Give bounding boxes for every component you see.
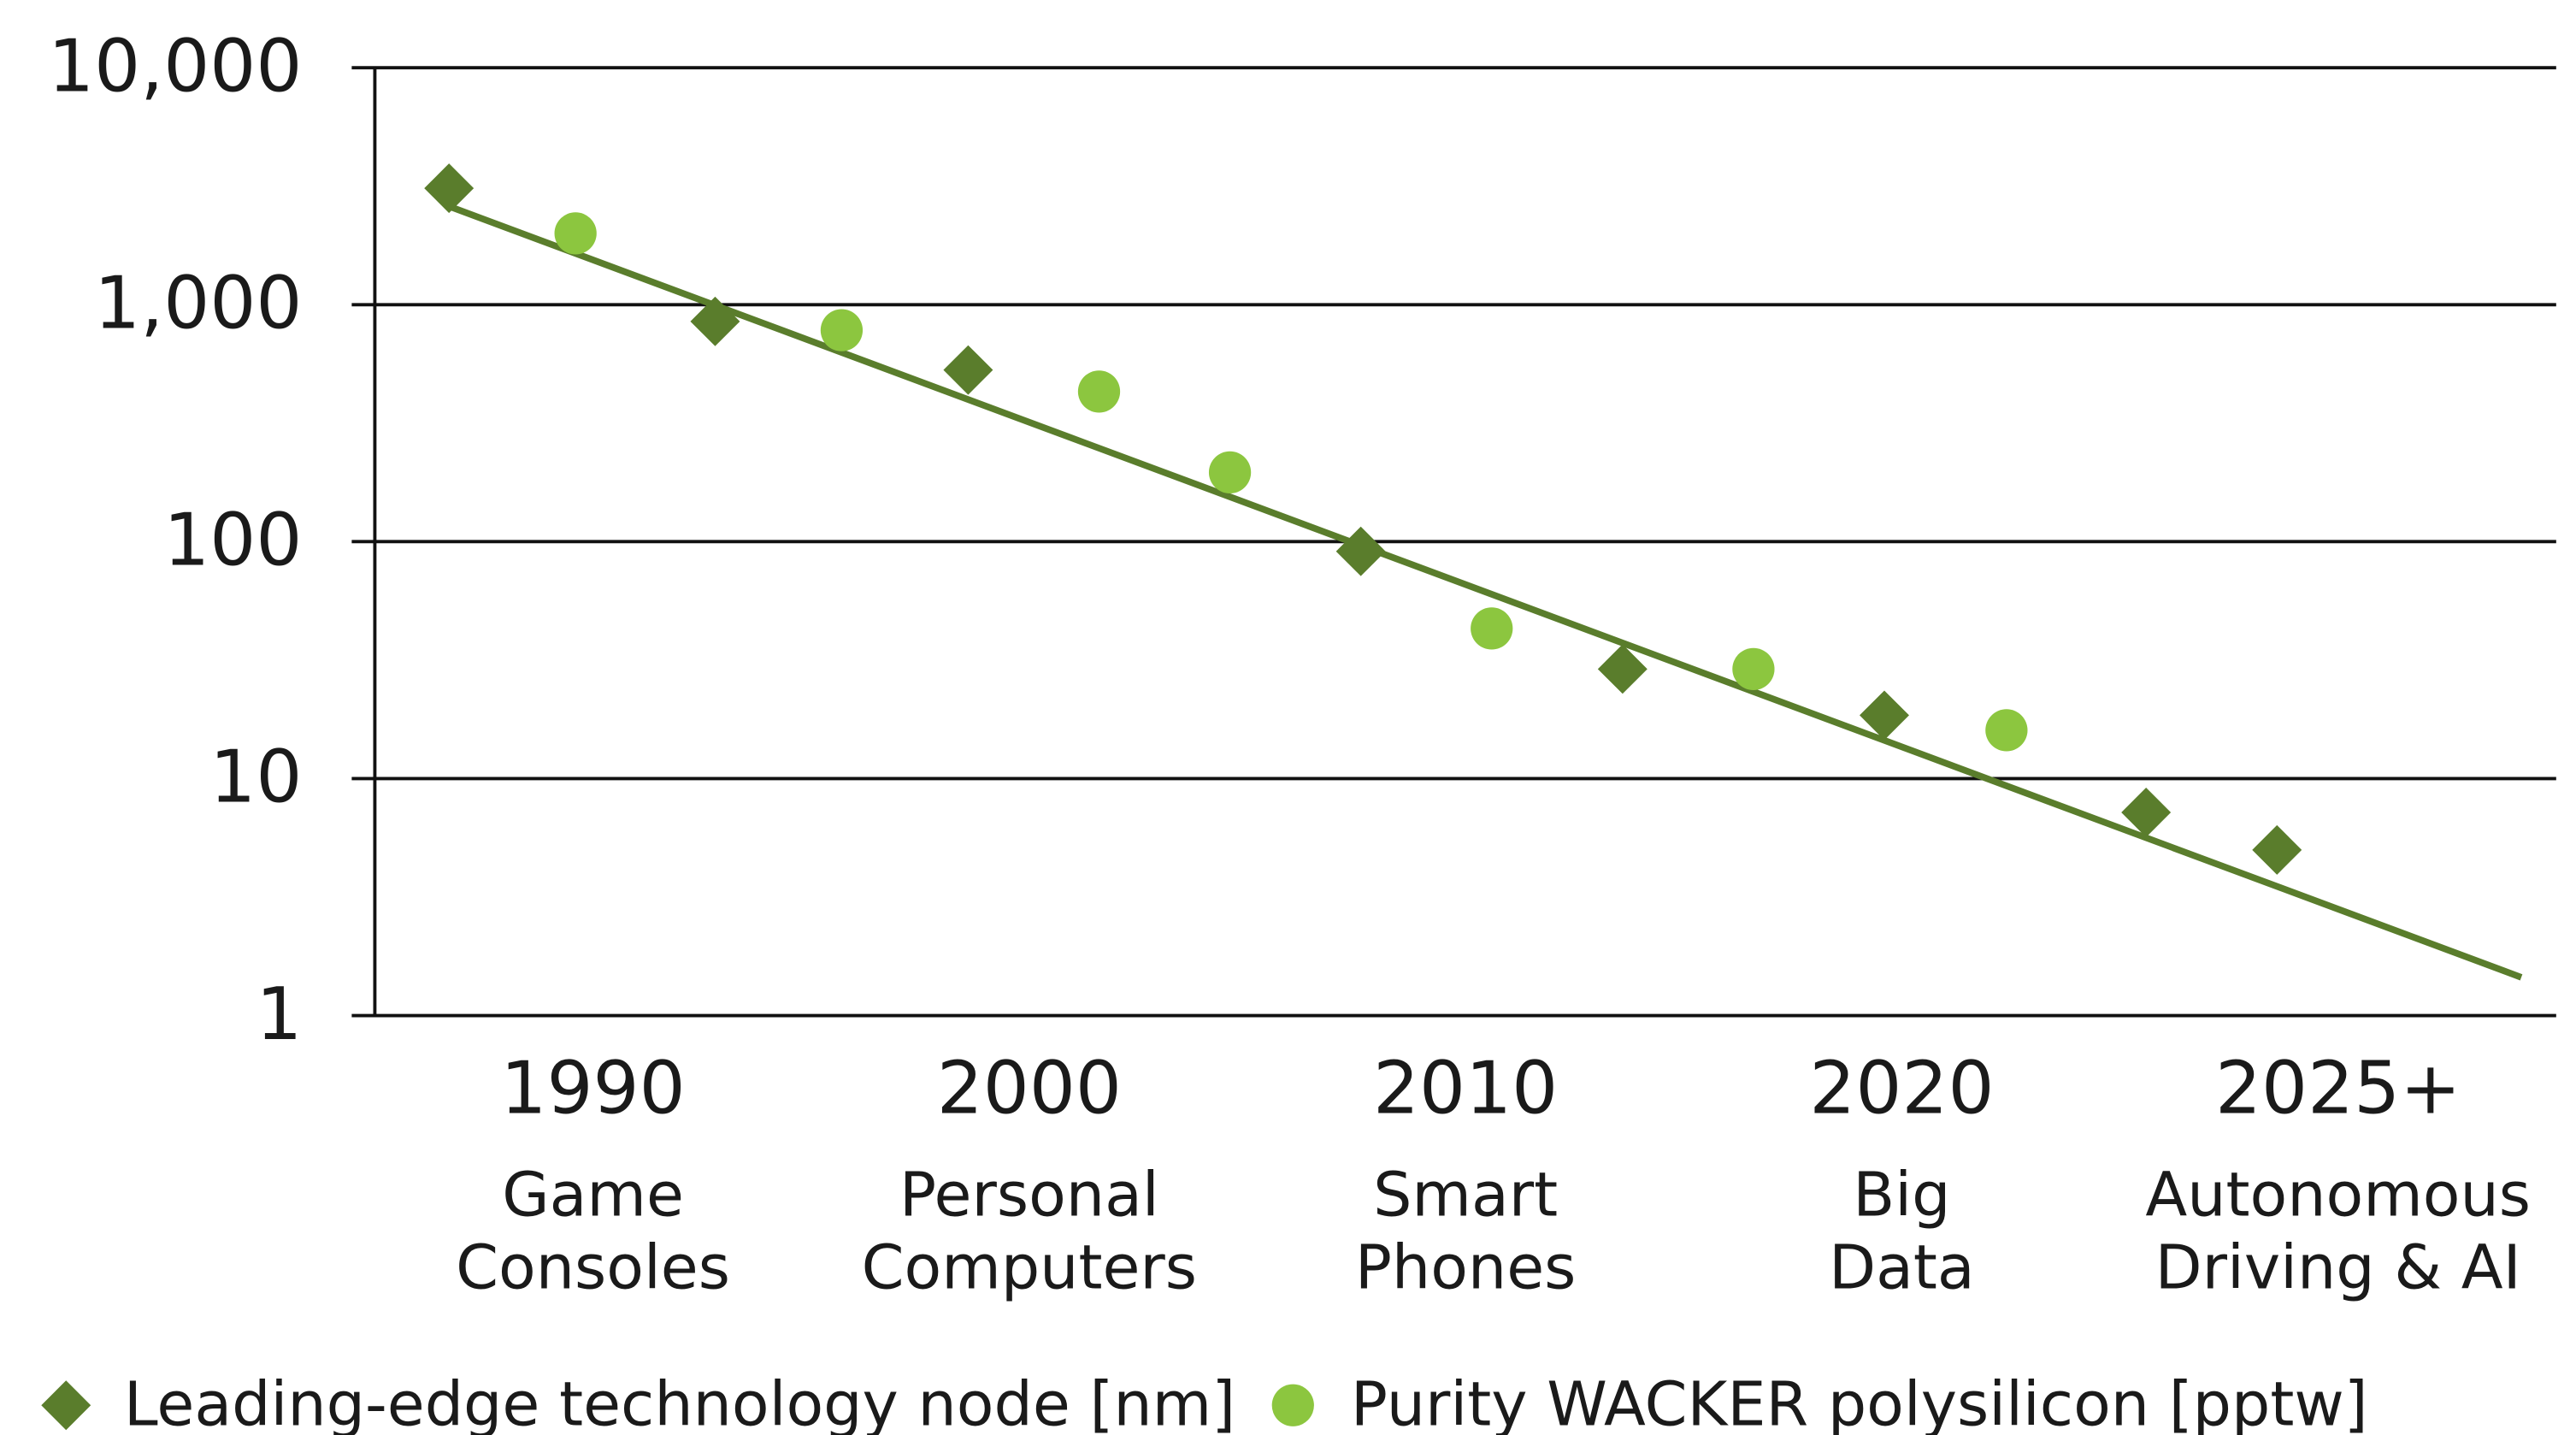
- circle-marker: [820, 309, 864, 351]
- diamond-marker: [943, 345, 993, 395]
- circle-marker: [1471, 607, 1513, 650]
- legend-label: Leading-edge technology node [nm]: [124, 1369, 1235, 1435]
- x-tick-label: 1990: [500, 1047, 685, 1131]
- circle-marker: [1985, 709, 2028, 752]
- y-tick-label: 10,000: [48, 24, 302, 109]
- trend-line: [447, 203, 2523, 981]
- x-tick-sublabel: Smart: [1373, 1159, 1558, 1230]
- y-tick-label: 1: [256, 972, 302, 1057]
- circle-marker: [554, 212, 597, 255]
- x-tick-label: 2010: [1373, 1047, 1558, 1131]
- x-tick-sublabel: Computers: [862, 1231, 1197, 1302]
- diamond-marker: [1597, 644, 1648, 694]
- diamond-marker: [1860, 690, 1909, 741]
- circle-marker: [1077, 370, 1121, 413]
- x-tick-sublabel: Autonomous: [2145, 1159, 2531, 1230]
- diamond-marker: [2252, 824, 2302, 875]
- diamond-marker: [41, 1380, 91, 1431]
- diamond-marker: [2121, 788, 2172, 837]
- circle-marker: [1271, 1384, 1314, 1426]
- x-tick-sublabel: Data: [1829, 1231, 1975, 1302]
- x-tick-sublabel: Game: [502, 1159, 684, 1230]
- circle-marker: [1732, 647, 1775, 690]
- legend-label: Purity WACKER polysilicon [pptw]: [1351, 1369, 2368, 1435]
- x-tick-sublabel: Consoles: [456, 1231, 730, 1302]
- x-tick-sublabel: Big: [1853, 1159, 1950, 1230]
- x-tick-label: 2000: [937, 1047, 1122, 1131]
- x-tick-label: 2020: [1809, 1047, 1994, 1131]
- circle-marker: [1208, 451, 1252, 493]
- x-tick-label: 2025+: [2215, 1047, 2461, 1131]
- y-tick-label: 100: [163, 499, 302, 583]
- x-tick-sublabel: Phones: [1355, 1231, 1577, 1302]
- x-tick-sublabel: Driving & AI: [2155, 1231, 2521, 1302]
- diamond-marker: [690, 296, 740, 346]
- diamond-marker: [424, 163, 475, 214]
- diamond-marker: [1335, 526, 1386, 576]
- y-tick-label: 10: [209, 735, 302, 820]
- y-tick-label: 1,000: [94, 262, 302, 346]
- x-tick-sublabel: Personal: [899, 1159, 1159, 1230]
